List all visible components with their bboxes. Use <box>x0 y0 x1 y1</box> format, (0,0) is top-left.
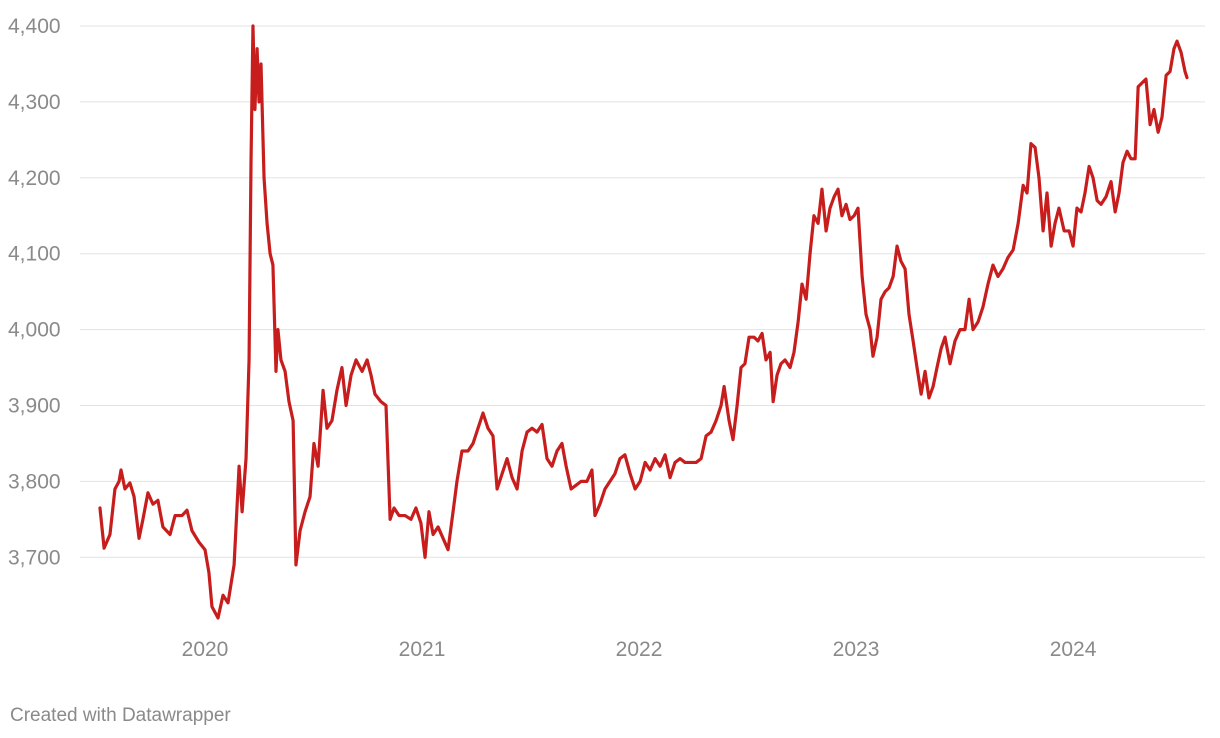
label-bg <box>0 467 80 496</box>
x-tick-label: 2021 <box>399 638 446 661</box>
x-tick-label: 2023 <box>833 638 880 661</box>
y-tick-label: 4,000 <box>8 319 61 342</box>
label-bg <box>0 87 80 116</box>
label-bg <box>0 11 80 40</box>
x-tick-label: 2020 <box>182 638 229 661</box>
y-tick-label: 4,300 <box>8 91 61 114</box>
y-tick-label: 4,100 <box>8 243 61 266</box>
y-tick-label: 3,800 <box>8 470 61 493</box>
y-tick-label: 3,700 <box>8 546 61 569</box>
footer: Created with Datawrapper <box>10 705 231 726</box>
label-bg <box>0 543 80 572</box>
label-bg <box>0 391 80 420</box>
label-bg <box>0 315 80 344</box>
x-tick-label: 2022 <box>616 638 663 661</box>
y-tick-label: 4,200 <box>8 167 61 190</box>
x-tick-label: 2024 <box>1050 638 1097 661</box>
label-bg <box>0 163 80 192</box>
line <box>98 24 1189 620</box>
grid <box>0 11 1205 572</box>
label-bg <box>0 239 80 268</box>
y-tick-label: 4,400 <box>8 15 61 38</box>
y-tick-label: 3,900 <box>8 394 61 417</box>
